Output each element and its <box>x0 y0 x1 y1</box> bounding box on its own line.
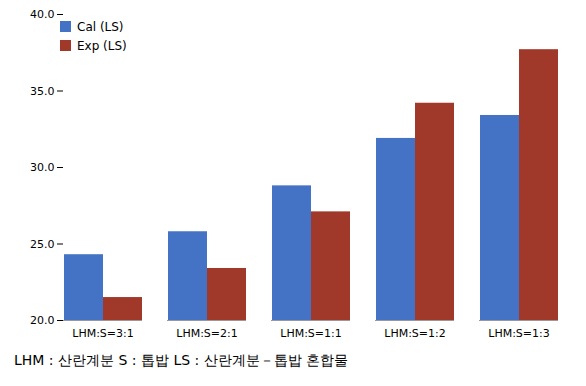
html-text:LHM : 산란계분 S : 톱밥 LS : 산란계분－톱밥: LHM : 산란계분 S : 톱밥 LS : 산란계분－톱밥 혼합물 <box>14 352 349 368</box>
svg-text:LHM:S=3:1: LHM:S=3:1 <box>72 327 134 340</box>
html-text:Exp (LS): Exp (LS) <box>77 39 127 54</box>
svg-text:LHM:S=2:1: LHM:S=2:1 <box>176 327 238 340</box>
svg-text:25.0: 25.0 <box>30 238 55 251</box>
svg-text:20.0: 20.0 <box>30 314 55 327</box>
html-text:Cal (LS): Cal (LS) <box>77 20 124 34</box>
svg-text:LHM:S=1:2: LHM:S=1:2 <box>384 327 446 340</box>
svg-text:35.0: 35.0 <box>30 85 55 98</box>
svg-text:LHM:S=1:3: LHM:S=1:3 <box>488 327 550 340</box>
svg-text:LHM:S=1:1: LHM:S=1:1 <box>280 327 342 340</box>
svg-text:40.0: 40.0 <box>30 8 55 21</box>
svg-text:30.0: 30.0 <box>30 161 55 174</box>
